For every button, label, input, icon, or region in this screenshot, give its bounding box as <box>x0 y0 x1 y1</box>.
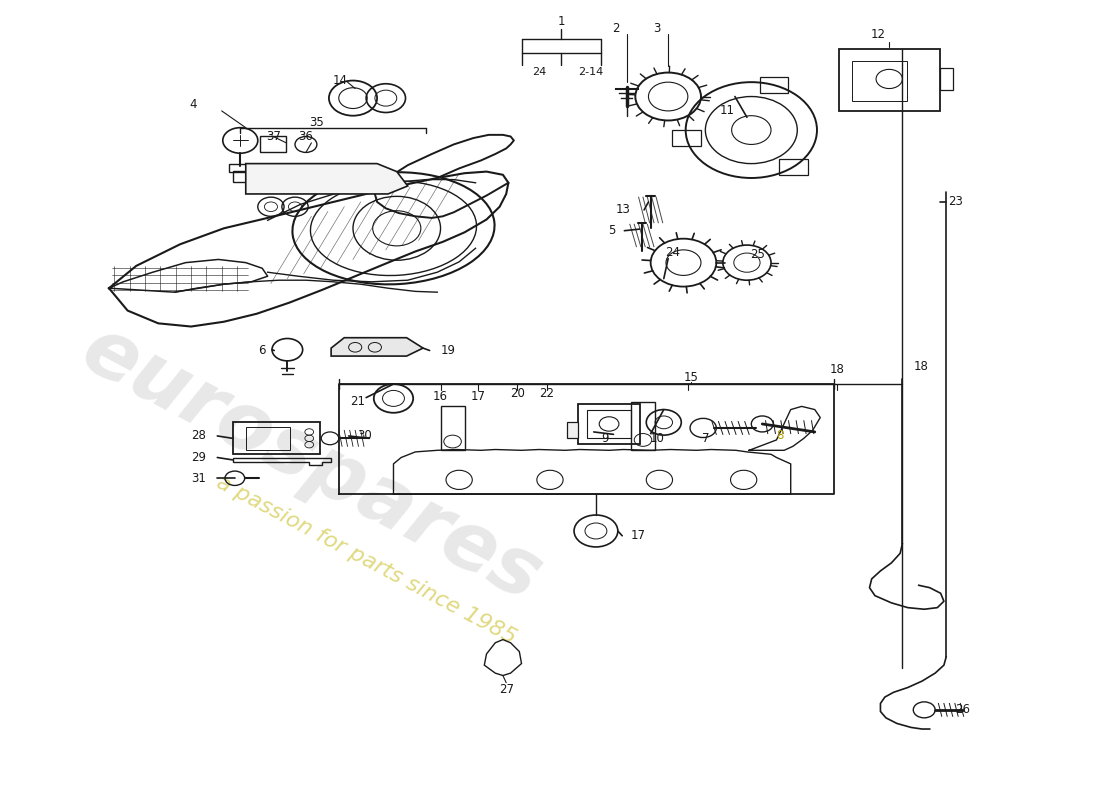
Text: 18: 18 <box>913 360 928 373</box>
Text: 20: 20 <box>509 387 525 400</box>
Text: 11: 11 <box>719 105 735 118</box>
Text: 4: 4 <box>189 98 197 111</box>
Text: 14: 14 <box>332 74 348 87</box>
Bar <box>779 158 807 174</box>
Text: 28: 28 <box>191 430 207 442</box>
Text: 6: 6 <box>258 344 265 357</box>
Text: 17: 17 <box>470 390 485 402</box>
Text: 10: 10 <box>650 432 664 445</box>
Bar <box>672 130 701 146</box>
Bar <box>839 49 939 111</box>
Bar <box>579 404 640 444</box>
Bar <box>939 68 953 90</box>
Text: eurospares: eurospares <box>68 310 554 618</box>
Text: 37: 37 <box>266 130 280 143</box>
Bar <box>568 422 579 438</box>
Bar <box>232 422 320 454</box>
Bar <box>852 62 906 102</box>
Text: 24: 24 <box>532 66 547 77</box>
Text: 36: 36 <box>298 130 314 143</box>
Text: 12: 12 <box>871 28 886 41</box>
Polygon shape <box>331 338 424 356</box>
Bar <box>232 170 248 182</box>
Polygon shape <box>245 164 408 194</box>
Text: 1: 1 <box>558 15 565 28</box>
Text: 21: 21 <box>350 395 365 408</box>
Text: 2: 2 <box>612 22 619 35</box>
Text: 16: 16 <box>433 390 448 402</box>
Text: 22: 22 <box>539 387 554 400</box>
Text: a passion for parts since 1985: a passion for parts since 1985 <box>213 472 519 647</box>
Bar <box>440 406 464 450</box>
Text: 13: 13 <box>616 203 631 217</box>
Text: 23: 23 <box>948 195 964 209</box>
Text: 19: 19 <box>440 344 455 357</box>
Text: 9: 9 <box>601 432 608 445</box>
Text: 26: 26 <box>955 703 970 716</box>
Text: 31: 31 <box>191 472 207 485</box>
Text: 15: 15 <box>684 371 699 384</box>
Text: 5: 5 <box>608 224 616 237</box>
Bar <box>260 137 286 153</box>
Bar <box>245 427 289 450</box>
Bar <box>760 77 788 93</box>
Bar <box>229 165 251 172</box>
Text: 30: 30 <box>358 430 372 442</box>
Text: 29: 29 <box>191 451 207 464</box>
Text: 3: 3 <box>653 22 661 35</box>
Text: 27: 27 <box>498 682 514 695</box>
Text: 18: 18 <box>829 363 844 376</box>
Bar <box>587 410 631 438</box>
Text: 7: 7 <box>702 432 710 445</box>
Text: 25: 25 <box>750 248 766 261</box>
Text: 35: 35 <box>309 115 324 129</box>
Bar <box>631 402 654 450</box>
Text: 8: 8 <box>777 430 784 442</box>
Text: 2-14: 2-14 <box>578 66 603 77</box>
Text: 24: 24 <box>666 246 680 258</box>
Text: 17: 17 <box>631 530 646 542</box>
